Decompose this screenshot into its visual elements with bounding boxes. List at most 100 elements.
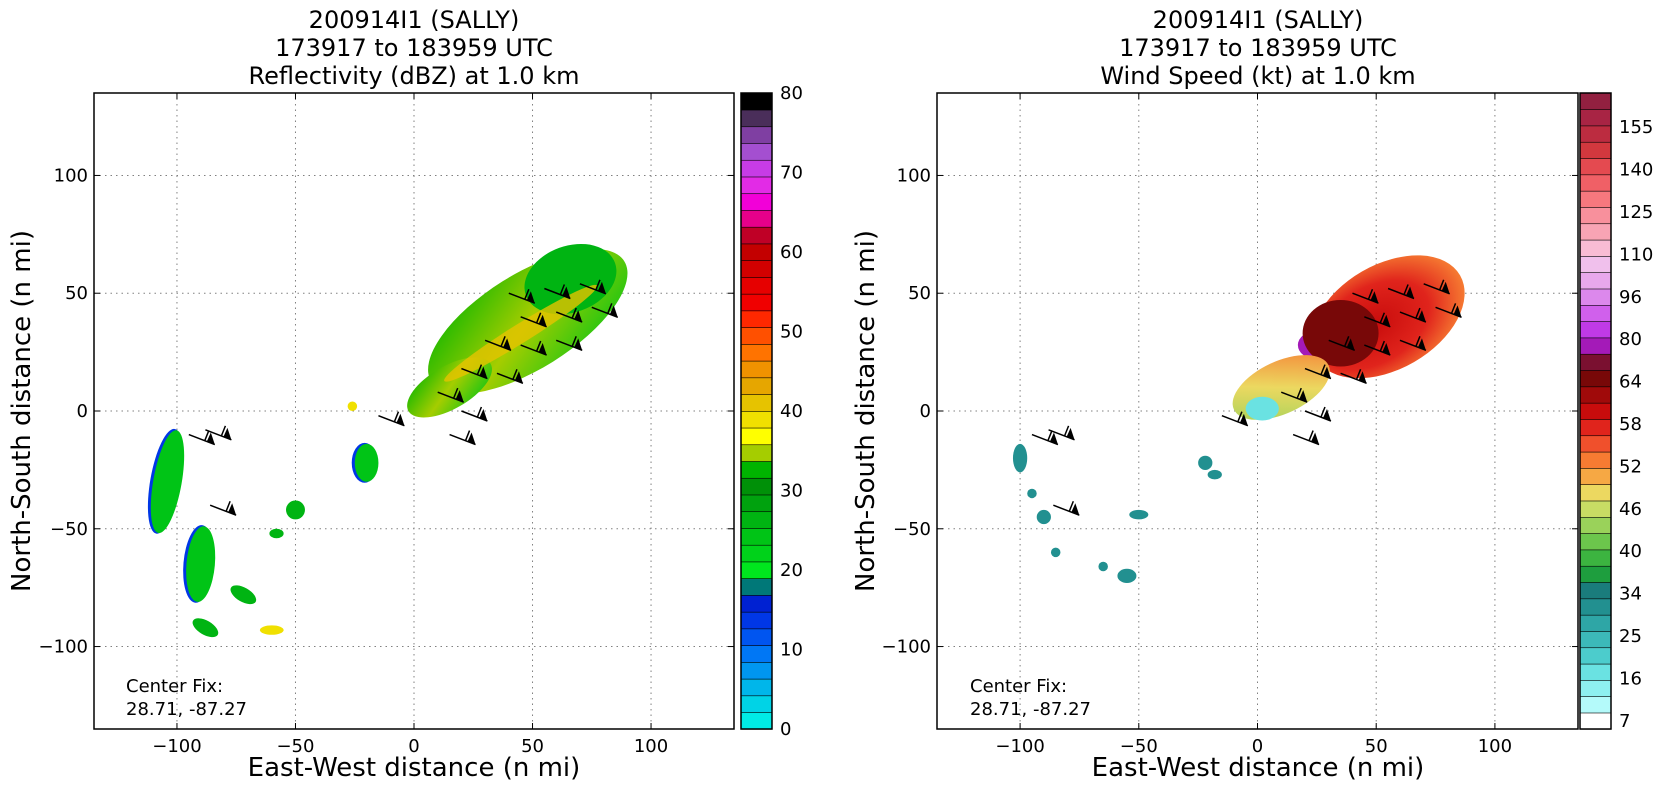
colorbar-segment — [740, 159, 773, 178]
colorbar-segment — [740, 126, 773, 144]
colorbar-segment — [1579, 174, 1612, 192]
wind-barb — [591, 303, 619, 319]
wind-outlier-cell — [1027, 488, 1037, 499]
echo-cluster — [354, 443, 379, 482]
colorbar-segment — [1579, 386, 1612, 404]
left-center-fix-label: Center Fix: — [126, 676, 223, 697]
colorbar-segment — [740, 477, 773, 496]
wind-barb — [1328, 336, 1355, 352]
wind-cluster — [1302, 300, 1379, 367]
colorbar-tick-label: 60 — [780, 242, 803, 263]
left-y-ticks: −100 −50 0 50 100 — [39, 165, 734, 658]
colorbar-tick-label: 64 — [1619, 372, 1642, 393]
colorbar-segment — [1579, 190, 1612, 208]
colorbar-tick-label: 10 — [780, 640, 803, 661]
colorbar-tick-label: 96 — [1619, 287, 1642, 308]
left-center-fix-value: 28.71, -87.27 — [126, 699, 247, 720]
wind-barb — [1364, 312, 1391, 328]
wind-barb — [484, 336, 512, 352]
echo-cluster — [269, 528, 284, 539]
colorbar-segment — [1579, 402, 1612, 420]
y-tick-label: −100 — [39, 637, 88, 658]
colorbar-segment — [1579, 92, 1612, 110]
colorbar-segment — [740, 494, 773, 513]
left-wind-barbs — [188, 279, 619, 516]
colorbar-segment — [740, 661, 773, 680]
wind-outlier-cell — [1207, 469, 1222, 480]
reflectivity-panel: 200914I1 (SALLY) 173917 to 183959 UTC Re… — [7, 6, 803, 783]
wind-barb — [1053, 500, 1080, 516]
colorbar-segment — [1579, 109, 1612, 127]
colorbar-segment — [1579, 565, 1612, 583]
colorbar-segment — [1579, 663, 1612, 681]
colorbar-tick-label: 16 — [1619, 668, 1642, 689]
colorbar-segment — [740, 176, 773, 195]
colorbar-tick-label: 140 — [1619, 160, 1653, 181]
wind-barb — [1399, 336, 1427, 352]
colorbar-segment — [740, 92, 773, 111]
wind-barb — [1304, 364, 1332, 380]
wind-barb — [449, 430, 476, 446]
wind-barb — [378, 411, 405, 427]
wind-speed-panel: 200914I1 (SALLY) 173917 to 183959 UTC Wi… — [851, 6, 1653, 783]
y-tick-label: 100 — [897, 165, 931, 186]
colorbar-segment — [740, 628, 773, 646]
colorbar-segment — [740, 427, 773, 446]
wind-barb — [520, 312, 547, 328]
colorbar-segment — [740, 327, 773, 345]
colorbar-segment — [1579, 630, 1612, 649]
wind-barb — [205, 425, 232, 441]
wind-barb — [209, 500, 237, 516]
colorbar-segment — [740, 276, 773, 295]
reflectivity-colorbar: 0 10 20 30 40 50 60 70 80 — [740, 83, 803, 740]
colorbar-tick-label: 25 — [1619, 626, 1642, 647]
colorbar-segment — [1579, 696, 1612, 714]
right-y-ticks: −100 −50 0 50 100 — [882, 165, 1578, 658]
left-y-axis-label: North-South distance (n mi) — [7, 230, 37, 592]
colorbar-segment — [1579, 125, 1612, 143]
colorbar-segment — [740, 527, 773, 546]
colorbar-tick-label: 110 — [1619, 244, 1653, 265]
wind-barb — [1399, 307, 1427, 323]
wind-barb — [555, 336, 583, 352]
colorbar-segment — [740, 293, 773, 312]
wind-speed-colorbar: 7 16 25 34 40 46 52 58 64 80 96 110 125 140 155 — [1579, 92, 1653, 732]
x-tick-label: 0 — [408, 736, 419, 757]
colorbar-segment — [1579, 598, 1612, 616]
wind-barb — [496, 369, 524, 385]
colorbar-segment — [1579, 647, 1612, 665]
colorbar-segment — [1579, 321, 1612, 339]
wind-barb — [188, 430, 216, 446]
colorbar-segment — [740, 645, 773, 663]
echo-cluster — [259, 625, 284, 635]
colorbar-segment — [1579, 435, 1612, 453]
wind-barb — [461, 406, 488, 422]
y-tick-label: −50 — [50, 519, 88, 540]
colorbar-segment — [1579, 223, 1612, 241]
colorbar-tick-label: 30 — [780, 481, 803, 502]
colorbar-tick-label: 50 — [780, 322, 803, 343]
colorbar-segment — [1579, 157, 1612, 176]
reflectivity-echoes — [147, 243, 628, 638]
wind-barb — [1340, 369, 1367, 385]
colorbar-frame — [740, 92, 773, 730]
x-tick-label: 100 — [634, 736, 668, 757]
wind-barb — [579, 279, 607, 295]
y-tick-label: −50 — [893, 519, 931, 540]
right-wind-barbs — [1031, 279, 1462, 516]
colorbar-tick-label: 46 — [1619, 499, 1642, 520]
colorbar-segment — [740, 594, 773, 613]
echo-cluster — [230, 585, 257, 605]
x-tick-label: −100 — [152, 736, 201, 757]
wind-barb — [1031, 430, 1059, 446]
colorbar-segment — [1579, 516, 1612, 534]
x-tick-label: −50 — [276, 736, 314, 757]
colorbar-segment — [1579, 255, 1612, 273]
wind-outlier-cell — [1117, 568, 1137, 584]
colorbar-segment — [1579, 549, 1612, 567]
colorbar-segment — [740, 393, 773, 412]
y-tick-label: 50 — [65, 283, 88, 304]
colorbar-tick-label: 20 — [780, 560, 803, 581]
y-tick-label: 0 — [920, 401, 931, 422]
